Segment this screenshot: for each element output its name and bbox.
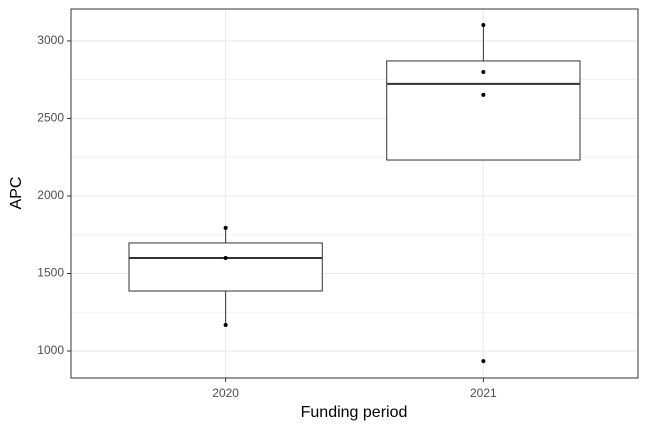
y-axis-title: APC [8, 177, 25, 210]
point [223, 225, 228, 230]
y-tick-label: 2500 [37, 111, 64, 125]
y-tick-label: 3000 [37, 33, 64, 47]
point [481, 92, 486, 97]
y-tick-label: 2000 [37, 188, 64, 202]
point [223, 255, 228, 260]
x-tick-label: 2020 [212, 386, 239, 400]
y-tick-label: 1500 [37, 266, 64, 280]
point [481, 22, 486, 27]
x-tick-label: 2021 [470, 386, 497, 400]
point [481, 359, 486, 364]
point [223, 322, 228, 327]
point [481, 69, 486, 74]
box [386, 60, 581, 161]
panel-border [70, 8, 639, 379]
marks [128, 22, 581, 364]
x-axis-title: Funding period [301, 404, 408, 421]
box [128, 242, 323, 292]
y-tick-label: 1000 [37, 343, 64, 357]
